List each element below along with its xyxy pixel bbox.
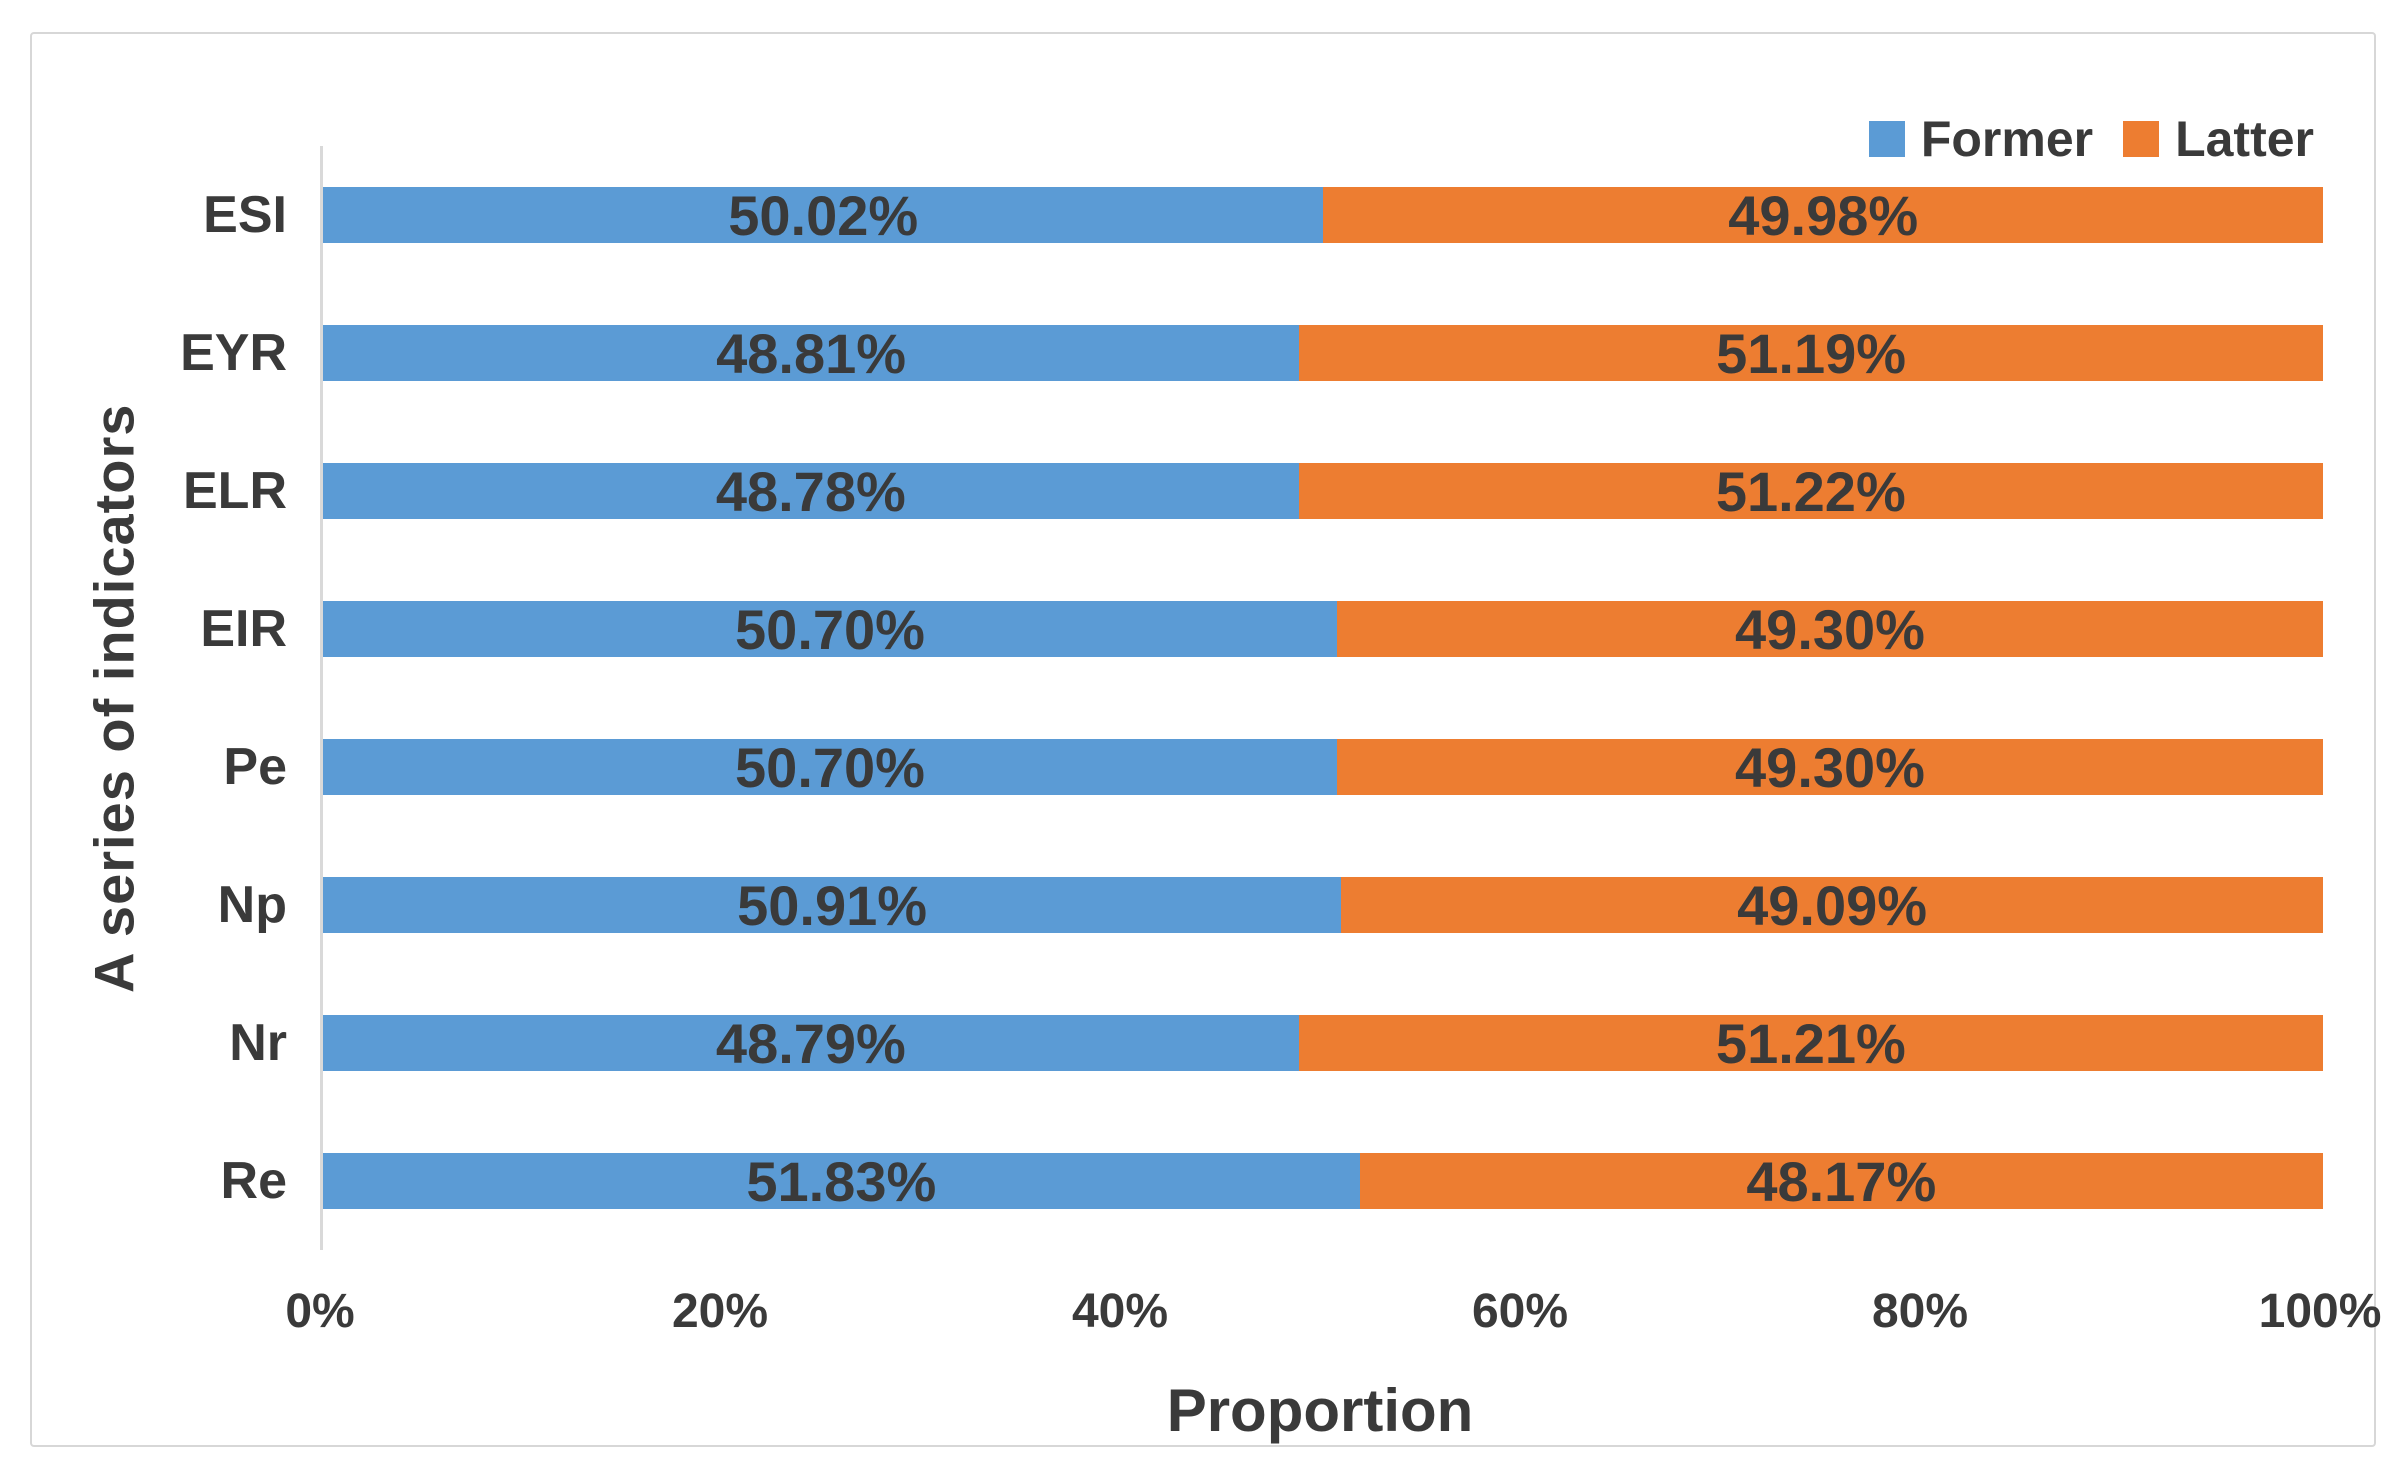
bar-segment-latter: 49.30% [1337,598,2323,661]
chart-border: Former Latter A series of indicators ESI… [30,32,2381,1447]
y-tick-label: Nr [229,1014,287,1072]
stacked-bar: 50.02% 49.98% [323,184,2323,247]
bar-segment-latter: 51.19% [1299,322,2323,385]
stacked-bar: 48.81% 51.19% [323,322,2323,385]
legend: Former Latter [1839,110,2314,168]
bar-row-np: Np 50.91% 49.09% [218,836,2323,974]
data-label: 49.98% [1728,183,1919,247]
data-label: 50.70% [735,597,925,661]
x-tick-label: 80% [1871,1285,1969,1338]
data-label: 50.02% [728,183,919,247]
y-tick-label: ELR [183,462,287,520]
y-axis-title: A series of indicators [82,403,146,993]
stacked-bar: 48.78% 51.22% [323,460,2323,523]
data-label: 50.91% [737,873,928,937]
plot-area: ESI 50.02% 49.98% EYR 48.81% 51.19% ELR 48.78% 5… [180,146,2323,1250]
legend-item-former: Former [1868,110,2094,168]
bar-segment-former: 48.78% [323,460,1299,523]
data-label: 49.30% [1735,597,1925,661]
data-label: 48.17% [1746,1149,1937,1213]
bar-segment-former: 50.70% [323,736,1337,799]
y-tick-label: Pe [223,738,287,796]
data-label: 49.09% [1737,873,1928,937]
x-tick-label: 60% [1471,1285,1569,1338]
stacked-bar: 50.70% 49.30% [323,598,2323,661]
y-tick-label: Np [217,876,287,934]
bar-segment-latter: 49.09% [1341,874,2323,937]
y-tick-label: ESI [203,186,287,244]
data-label: 49.30% [1735,735,1925,799]
y-tick-label: Re [220,1152,287,1210]
bar-segment-latter: 48.17% [1359,1150,2323,1213]
stacked-bar: 50.70% 49.30% [323,736,2323,799]
stacked-bar: 50.91% 49.09% [323,874,2323,937]
x-tick-label: 40% [1071,1285,1169,1338]
data-label: 50.70% [735,735,925,799]
data-label: 48.79% [715,1011,906,1075]
y-tick-label: EIR [200,600,287,658]
bar-row-nr: Nr 48.79% 51.21% [229,974,2323,1112]
bar-segment-latter: 49.30% [1337,736,2323,799]
bar-segment-former: 50.02% [323,184,1324,247]
data-label: 48.81% [716,321,907,385]
bar-segment-former: 50.70% [323,598,1337,661]
bar-segment-former: 48.81% [323,322,1300,385]
bar-row-esi: ESI 50.02% 49.98% [203,146,2323,284]
bar-segment-latter: 49.98% [1323,184,2323,247]
y-tick-label: EYR [180,324,287,382]
x-tick-label: 100% [2258,1285,2382,1338]
data-label: 51.19% [1716,321,1907,385]
legend-swatch-former [1868,121,1905,157]
bar-row-re: Re 51.83% 48.17% [221,1112,2323,1250]
data-label: 51.22% [1715,459,1906,523]
stacked-bar: 48.79% 51.21% [323,1012,2323,1075]
bar-row-eir: EIR 50.70% 49.30% [200,560,2323,698]
bar-row-eyr: EYR 48.81% 51.19% [180,284,2323,422]
legend-label-latter: Latter [2175,111,2314,167]
data-label: 51.21% [1715,1011,1906,1075]
legend-item-latter: Latter [2123,110,2314,168]
bar-segment-latter: 51.22% [1298,460,2323,523]
bar-segment-former: 48.79% [323,1012,1299,1075]
data-label: 48.78% [715,459,906,523]
x-axis-ticks: 0% 20% 40% 60% 80% 100% [285,1284,2381,1342]
legend-swatch-latter [2123,121,2160,157]
bar-segment-former: 51.83% [323,1150,1360,1213]
data-label: 51.83% [746,1149,937,1213]
stacked-bar: 51.83% 48.17% [323,1150,2323,1213]
legend-label-former: Former [1920,111,2094,167]
bar-segment-former: 50.91% [323,874,1342,937]
x-tick-label: 20% [671,1285,769,1338]
bar-row-elr: ELR 48.78% 51.22% [183,422,2323,560]
x-tick-label: 0% [285,1285,355,1338]
x-axis-title: Proportion [1166,1377,1474,1444]
bar-segment-latter: 51.21% [1298,1012,2323,1075]
bar-row-pe: Pe 50.70% 49.30% [223,698,2323,836]
